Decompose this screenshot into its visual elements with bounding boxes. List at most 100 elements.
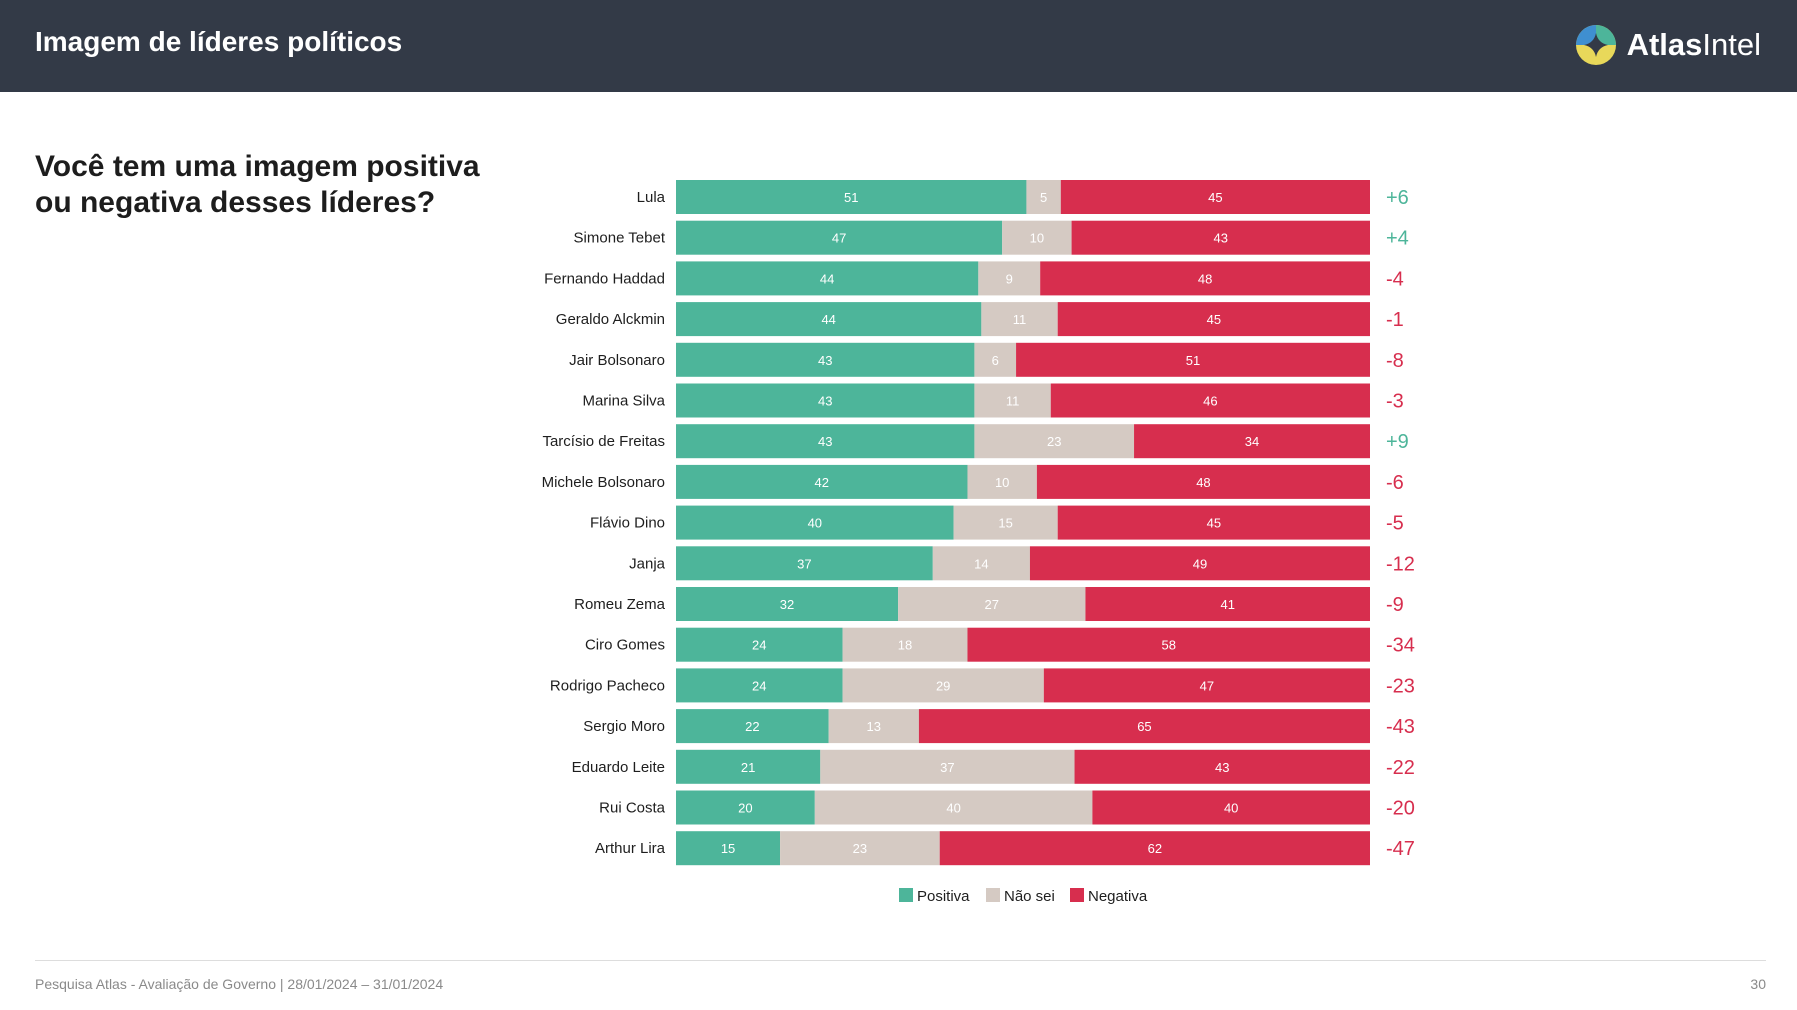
- bar-positive: [676, 424, 975, 459]
- row-label: Eduardo Leite: [572, 759, 665, 776]
- bar-unknown: [828, 709, 919, 744]
- bar-positive-label: 20: [738, 801, 752, 816]
- bar-negative-label: 48: [1198, 271, 1212, 286]
- bar-unknown-label: 29: [936, 678, 950, 693]
- net-score-label: +4: [1386, 228, 1409, 250]
- bar-negative-label: 45: [1207, 516, 1221, 531]
- bar-negative: [1085, 587, 1370, 621]
- brand-name-bold: Atlas: [1626, 27, 1703, 62]
- bar-negative-label: 58: [1162, 638, 1176, 653]
- bar-negative: [939, 831, 1370, 866]
- bar-unknown: [1002, 220, 1072, 255]
- bar-negative-label: 43: [1214, 231, 1228, 246]
- bar-positive-label: 15: [721, 841, 735, 856]
- bar-negative-label: 40: [1224, 801, 1238, 816]
- bar-negative-label: 65: [1137, 719, 1151, 734]
- legend-swatch-negative: [1070, 888, 1084, 902]
- bar-negative: [1050, 383, 1370, 418]
- bar-positive-label: 37: [797, 556, 811, 571]
- bar-unknown-label: 10: [1030, 231, 1044, 246]
- bar-negative: [1043, 668, 1370, 703]
- bar-unknown: [780, 831, 940, 866]
- bar-positive: [676, 831, 781, 866]
- bar-negative: [1092, 790, 1370, 825]
- row-label: Marina Silva: [582, 393, 665, 410]
- footer-divider: [35, 960, 1766, 961]
- bar-negative: [1029, 546, 1370, 581]
- footer-source: Pesquisa Atlas - Avaliação de Governo | …: [35, 976, 444, 992]
- bar-unknown: [953, 505, 1058, 540]
- net-score-label: -5: [1386, 513, 1404, 535]
- bar-unknown-label: 13: [867, 719, 881, 734]
- row-label: Simone Tebet: [574, 230, 666, 247]
- bar-positive: [676, 261, 979, 296]
- row-label: Rodrigo Pacheco: [550, 677, 665, 694]
- bar-positive: [676, 587, 899, 621]
- bar-positive: [676, 302, 982, 337]
- bar-positive: [676, 709, 829, 744]
- bar-unknown-label: 10: [995, 475, 1009, 490]
- bar-positive: [676, 627, 843, 662]
- bar-positive-label: 40: [808, 516, 822, 531]
- bar-positive-label: 47: [832, 231, 846, 246]
- bar-positive-label: 44: [820, 271, 834, 286]
- bar-positive-label: 42: [815, 475, 829, 490]
- row-label: Sergio Moro: [583, 718, 665, 735]
- net-score-label: -20: [1386, 798, 1415, 820]
- bar-unknown: [974, 342, 1017, 377]
- net-score-label: -9: [1386, 594, 1404, 616]
- bar-negative: [1016, 342, 1370, 377]
- net-score-label: -47: [1386, 838, 1415, 860]
- bar-negative: [1057, 302, 1370, 337]
- bar-unknown: [974, 383, 1051, 418]
- bar-negative: [1036, 464, 1370, 499]
- net-score-label: +6: [1386, 187, 1409, 209]
- row-label: Michele Bolsonaro: [542, 474, 665, 491]
- atlasintel-logo-icon: [1575, 25, 1616, 65]
- bar-positive: [676, 383, 975, 418]
- brand-name: AtlasIntel: [1627, 27, 1761, 63]
- bar-negative-label: 34: [1245, 434, 1259, 449]
- row-label: Janja: [629, 555, 666, 572]
- legend-label-positive: Positiva: [917, 888, 970, 905]
- row-label: Jair Bolsonaro: [569, 352, 665, 369]
- bar-negative-label: 48: [1196, 475, 1210, 490]
- bar-negative-label: 43: [1215, 760, 1229, 775]
- bar-positive-label: 44: [821, 312, 835, 327]
- row-label: Flávio Dino: [590, 515, 665, 532]
- row-label: Fernando Haddad: [544, 270, 665, 287]
- bar-unknown: [842, 668, 1044, 703]
- bar-unknown-label: 5: [1040, 190, 1047, 205]
- bar-negative: [1071, 220, 1370, 255]
- bar-positive-label: 21: [741, 760, 755, 775]
- row-label: Ciro Gomes: [585, 637, 665, 654]
- bar-unknown-label: 11: [1006, 394, 1020, 409]
- bar-unknown: [981, 302, 1058, 337]
- question-heading: Você tem uma imagem positiva ou negativa…: [35, 150, 480, 219]
- bar-unknown-label: 23: [853, 841, 867, 856]
- bar-unknown: [967, 464, 1037, 499]
- legend-label-unknown: Não sei: [1004, 888, 1055, 905]
- bar-positive: [676, 790, 815, 825]
- bar-positive-label: 51: [844, 190, 858, 205]
- bar-positive-label: 22: [745, 719, 759, 734]
- bar-positive: [676, 668, 843, 703]
- bar-positive-label: 43: [818, 434, 832, 449]
- bar-unknown-label: 11: [1013, 312, 1027, 327]
- row-label: Rui Costa: [599, 800, 666, 817]
- bar-positive: [676, 505, 954, 540]
- bar-negative: [1057, 505, 1370, 540]
- brand-name-regular: Intel: [1702, 27, 1761, 62]
- net-score-label: -23: [1386, 675, 1415, 697]
- bar-unknown: [814, 790, 1093, 825]
- row-label: Tarcísio de Freitas: [542, 433, 665, 450]
- bar-negative-label: 49: [1193, 556, 1207, 571]
- bar-positive: [676, 180, 1027, 214]
- net-score-label: -3: [1386, 391, 1404, 413]
- row-label: Arthur Lira: [595, 840, 666, 857]
- bar-unknown-label: 27: [985, 597, 999, 612]
- bar-negative: [1060, 180, 1370, 214]
- bar-positive: [676, 749, 821, 784]
- bar-positive-label: 32: [780, 597, 794, 612]
